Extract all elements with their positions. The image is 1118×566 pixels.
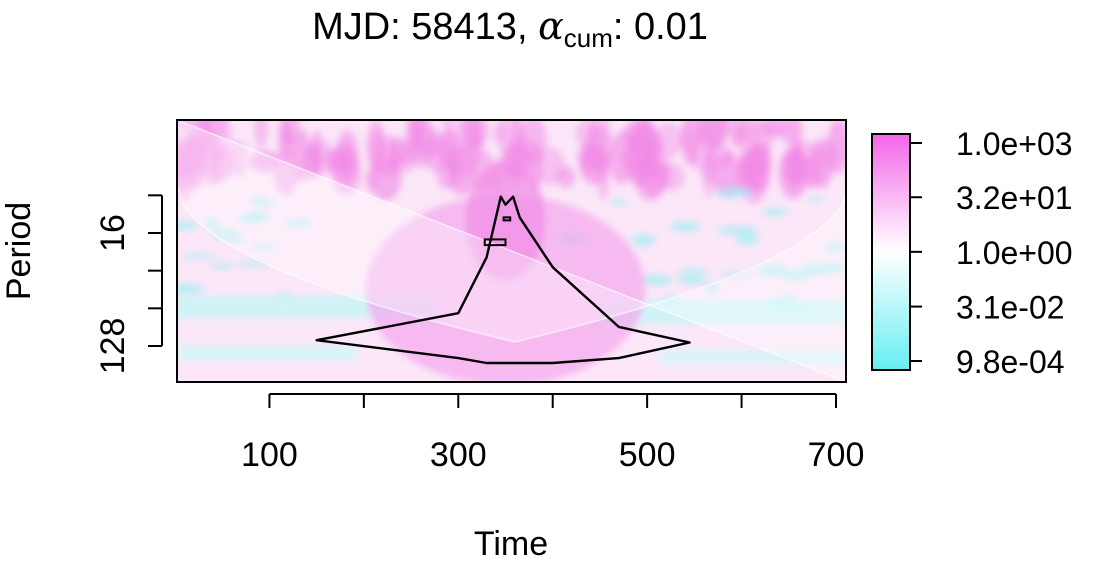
low-power-patch xyxy=(677,268,708,274)
colorbar-tick-label: 9.8e-04 xyxy=(956,344,1065,380)
y-tick-label: 16 xyxy=(94,214,132,252)
low-power-patch xyxy=(756,264,788,276)
x-tick-label: 700 xyxy=(808,436,865,474)
low-power-patch xyxy=(780,271,809,281)
power-patch xyxy=(792,140,817,168)
title-alpha-subscript: cum xyxy=(564,23,613,53)
y-tick-label: 128 xyxy=(94,318,132,375)
low-power-band xyxy=(660,350,846,364)
low-power-patch xyxy=(717,226,758,235)
significance-islands xyxy=(483,216,512,247)
heatmap-power-field xyxy=(177,120,846,382)
low-power-patch xyxy=(209,263,234,269)
power-patch xyxy=(635,156,664,202)
low-power-patch xyxy=(177,283,206,295)
low-power-patch xyxy=(255,201,280,207)
low-power-patch xyxy=(177,221,198,230)
power-patch xyxy=(365,167,378,192)
colorbar: 1.0e+03 3.2e+01 1.0e+00 3.1e-02 9.8e-04 xyxy=(871,126,1073,380)
high-power-core xyxy=(365,195,646,382)
low-power-patch xyxy=(824,243,845,252)
power-patch xyxy=(405,120,422,163)
low-power-patch xyxy=(229,236,244,243)
low-power-patch xyxy=(706,284,720,293)
x-tick-label: 100 xyxy=(241,436,298,474)
title-alpha: α xyxy=(538,4,564,48)
x-axis: 100 300 500 700 xyxy=(241,393,865,474)
colorbar-gradient xyxy=(872,134,910,370)
power-patch xyxy=(178,133,207,176)
power-patch xyxy=(376,134,401,178)
power-patch xyxy=(421,132,449,172)
power-patch xyxy=(277,120,293,149)
low-power-patch xyxy=(630,234,656,247)
colorbar-tick-label: 1.0e+00 xyxy=(956,235,1073,271)
low-power-patch xyxy=(245,211,269,222)
power-patch xyxy=(208,145,234,182)
low-power-patch xyxy=(610,199,628,205)
low-power-patch xyxy=(205,219,219,230)
low-power-patch xyxy=(213,229,239,239)
title-suffix: : 0.01 xyxy=(613,6,708,48)
power-patch xyxy=(785,120,801,138)
colorbar-tick-label: 3.2e+01 xyxy=(956,180,1073,216)
low-power-patch xyxy=(640,274,672,286)
low-power-patch xyxy=(800,264,828,276)
y-axis: 16 128 xyxy=(94,194,163,375)
power-patch xyxy=(557,166,576,188)
y-axis-label: Period xyxy=(0,202,38,300)
cone-of-influence xyxy=(177,120,846,382)
chart-title: MJD: 58413, αcum: 0.01 xyxy=(312,4,708,53)
low-power-patch xyxy=(180,254,219,259)
x-tick-label: 500 xyxy=(619,436,676,474)
significance-contour xyxy=(315,195,691,365)
power-patch xyxy=(273,146,299,196)
power-patch xyxy=(626,121,653,153)
low-power-patch xyxy=(762,208,789,216)
x-axis-label: Time xyxy=(474,525,548,563)
low-power-band xyxy=(177,346,357,360)
power-patch xyxy=(687,127,717,172)
power-patch xyxy=(249,150,280,172)
low-power-patch xyxy=(715,187,753,198)
colorbar-tick-label: 3.1e-02 xyxy=(956,290,1065,326)
power-patch xyxy=(447,148,476,196)
power-patch xyxy=(335,129,359,184)
colorbar-tick-label: 1.0e+03 xyxy=(956,126,1073,162)
low-power-patch xyxy=(249,245,277,250)
low-power-patch xyxy=(806,196,824,201)
x-tick-label: 300 xyxy=(430,436,487,474)
power-patch xyxy=(469,125,483,167)
low-power-patch xyxy=(736,233,759,245)
power-patch xyxy=(579,143,610,185)
low-power-patch xyxy=(670,221,701,232)
low-power-patch xyxy=(676,275,709,285)
low-power-patch xyxy=(237,261,271,267)
title-prefix: MJD: 58413, xyxy=(312,6,538,48)
power-patch xyxy=(730,120,749,147)
power-patch xyxy=(738,143,770,175)
heatmap-plot-area xyxy=(177,120,846,382)
significance-island xyxy=(483,238,507,247)
power-patch xyxy=(228,139,249,177)
power-patch xyxy=(311,139,335,176)
significance-island xyxy=(502,216,512,222)
low-power-patch xyxy=(283,219,312,227)
colorbar-ticks: 1.0e+03 3.2e+01 1.0e+00 3.1e-02 9.8e-04 xyxy=(910,126,1073,380)
power-patch xyxy=(254,120,268,148)
plot-frame xyxy=(176,119,847,383)
